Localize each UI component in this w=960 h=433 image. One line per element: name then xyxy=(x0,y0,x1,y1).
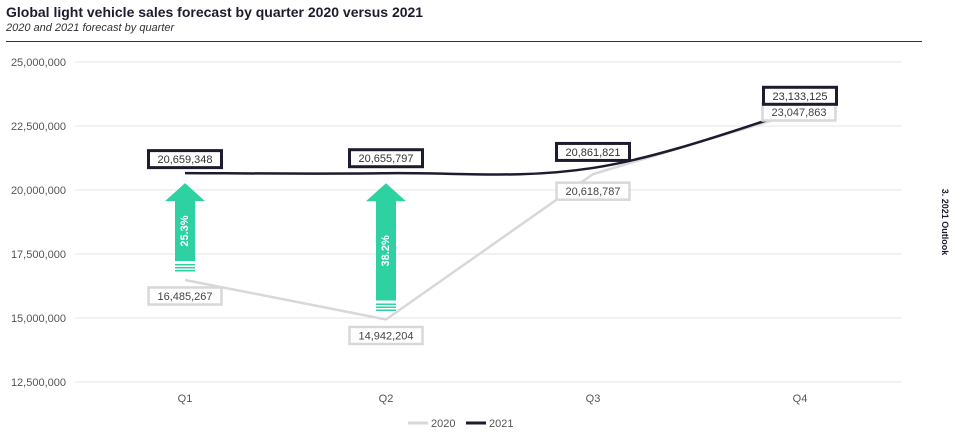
series-line-2021 xyxy=(184,108,801,176)
series-lines xyxy=(184,108,801,321)
gridlines xyxy=(75,61,902,383)
up-arrow-icon xyxy=(165,183,205,261)
chart-subtitle: 2020 and 2021 forecast by quarter xyxy=(6,22,175,34)
data-label-2021: 20,659,348 xyxy=(147,149,223,170)
growth-arrows: 25.3% 38.2% xyxy=(165,183,406,311)
data-label-text: 20,655,797 xyxy=(358,153,413,165)
data-label-text: 20,861,821 xyxy=(565,147,620,159)
y-tick-label: 15,000,000 xyxy=(11,313,66,325)
growth-percent-label: 38.2% xyxy=(380,235,392,266)
arrow-stripe xyxy=(175,263,195,266)
y-tick-label: 20,000,000 xyxy=(11,185,66,197)
x-axis-ticks: Q1 Q2 Q3 Q4 xyxy=(178,393,808,405)
data-label-box xyxy=(348,325,424,346)
x-tick-label: Q4 xyxy=(793,393,808,405)
header-divider xyxy=(6,41,922,42)
growth-percent-label: 25.3% xyxy=(179,215,191,246)
data-label-box xyxy=(555,141,631,162)
data-label-text: 20,659,348 xyxy=(157,154,212,166)
arrow-stripe xyxy=(376,306,396,308)
legend-label: 2020 xyxy=(431,418,455,430)
section-side-label: 3. 2021 Outlook xyxy=(940,189,950,257)
data-label-text: 23,047,863 xyxy=(771,107,826,119)
data-label-box xyxy=(555,181,631,201)
x-tick-label: Q2 xyxy=(379,393,394,405)
legend-label: 2021 xyxy=(489,418,513,430)
y-tick-label: 25,000,000 xyxy=(11,57,66,69)
arrow-stripe xyxy=(376,309,396,311)
up-arrow-icon xyxy=(366,183,406,301)
data-label-text: 16,485,267 xyxy=(157,291,212,303)
data-label-text: 14,942,204 xyxy=(358,330,413,342)
legend: 2020 2021 xyxy=(408,418,513,430)
data-label-text: 23,133,125 xyxy=(772,91,827,103)
x-tick-label: Q3 xyxy=(586,393,601,405)
x-tick-label: Q1 xyxy=(178,393,193,405)
chart-header: Global light vehicle sales forecast by q… xyxy=(6,4,922,42)
data-label-2020: 23,047,863 xyxy=(761,102,837,122)
arrow-stripe xyxy=(175,269,195,272)
data-label-text: 20,618,787 xyxy=(565,186,620,198)
data-label-2021: 20,655,797 xyxy=(348,148,424,169)
y-tick-label: 22,500,000 xyxy=(11,121,66,133)
data-label-box xyxy=(348,148,424,169)
arrow-stripe xyxy=(175,266,195,269)
data-label-2021: 20,861,821 xyxy=(555,141,631,162)
y-tick-label: 17,500,000 xyxy=(11,249,66,261)
data-label-box xyxy=(762,85,838,106)
data-label-2020: 14,942,204 xyxy=(348,325,424,346)
series-line-2020 xyxy=(184,110,801,321)
y-tick-label: 12,500,000 xyxy=(11,377,66,389)
chart-title: Global light vehicle sales forecast by q… xyxy=(6,4,424,20)
data-label-2021: 23,133,125 xyxy=(762,85,838,106)
growth-arrow: 25.3% xyxy=(165,183,205,272)
data-label-box xyxy=(147,286,223,306)
y-axis-ticks: 12,500,000 15,000,000 17,500,000 20,000,000… xyxy=(11,57,66,389)
data-label-box xyxy=(147,149,223,170)
data-label-2020: 16,485,267 xyxy=(147,286,223,306)
growth-arrow: 38.2% xyxy=(366,183,406,311)
legend-item-2020: 2020 xyxy=(408,418,455,430)
arrow-stripe xyxy=(376,303,396,305)
legend-item-2021: 2021 xyxy=(466,418,513,430)
data-labels: 16,485,267 14,942,204 20,618,787 23,047,863… xyxy=(147,85,838,346)
data-label-2020: 20,618,787 xyxy=(555,181,631,201)
